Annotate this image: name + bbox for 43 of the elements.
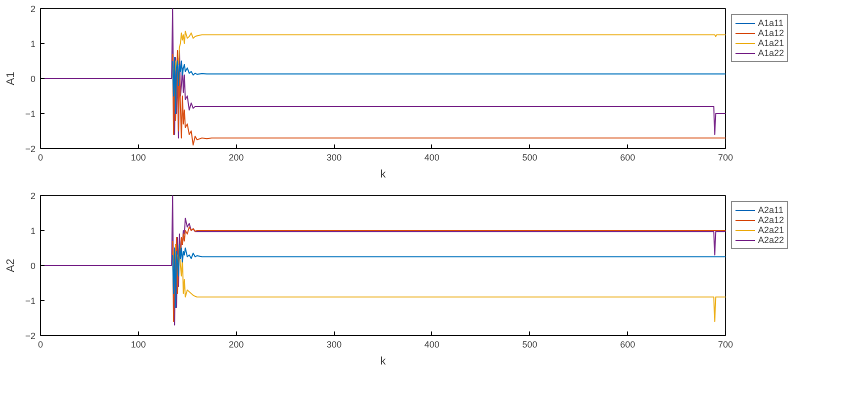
- y-tick-label: −1: [25, 109, 36, 119]
- x-tick-label: 300: [326, 152, 342, 162]
- x-axis-title: k: [380, 356, 386, 368]
- y-tick-label: −1: [25, 296, 36, 306]
- x-tick-label: 0: [38, 340, 44, 350]
- x-tick-label: 700: [718, 152, 734, 162]
- y-tick-label: 0: [30, 261, 36, 271]
- x-tick-label: 300: [326, 340, 342, 350]
- y-tick-label: 1: [30, 226, 36, 236]
- x-tick-label: 0: [38, 152, 44, 162]
- x-tick-label: 400: [424, 340, 440, 350]
- y-axis-title: A2: [5, 258, 18, 272]
- x-tick-label: 700: [718, 340, 734, 350]
- x-tick-label: 100: [130, 152, 146, 162]
- legend-label: A2a11: [758, 205, 784, 215]
- legend-label: A1a12: [758, 28, 784, 38]
- line-series: [172, 244, 726, 308]
- line-series: [172, 226, 726, 322]
- x-axis-title: k: [380, 168, 386, 180]
- x-tick-label: 400: [424, 152, 440, 162]
- legend-label: A1a22: [758, 48, 784, 58]
- legend-label: A1a11: [758, 18, 784, 28]
- x-tick-label: 500: [522, 340, 538, 350]
- legend-label: A1a21: [758, 38, 784, 48]
- x-tick-label: 500: [522, 152, 538, 162]
- y-tick-label: 0: [30, 74, 36, 84]
- legend-label: A2a12: [758, 215, 784, 225]
- x-tick-label: 200: [228, 340, 244, 350]
- y-tick-label: 1: [30, 39, 36, 49]
- line-series: [172, 56, 726, 114]
- x-tick-label: 600: [620, 152, 636, 162]
- line-series: [173, 244, 726, 322]
- y-tick-label: 2: [30, 191, 36, 201]
- y-tick-label: −2: [25, 144, 36, 154]
- x-tick-label: 100: [130, 340, 146, 350]
- x-tick-label: 200: [228, 152, 244, 162]
- x-tick-label: 600: [620, 340, 636, 350]
- line-series: [172, 50, 726, 146]
- y-axis-title: A1: [5, 72, 18, 86]
- legend-label: A2a21: [758, 225, 784, 235]
- legend-label: A2a22: [758, 235, 784, 245]
- y-tick-label: −2: [25, 331, 36, 341]
- y-tick-label: 2: [30, 4, 36, 14]
